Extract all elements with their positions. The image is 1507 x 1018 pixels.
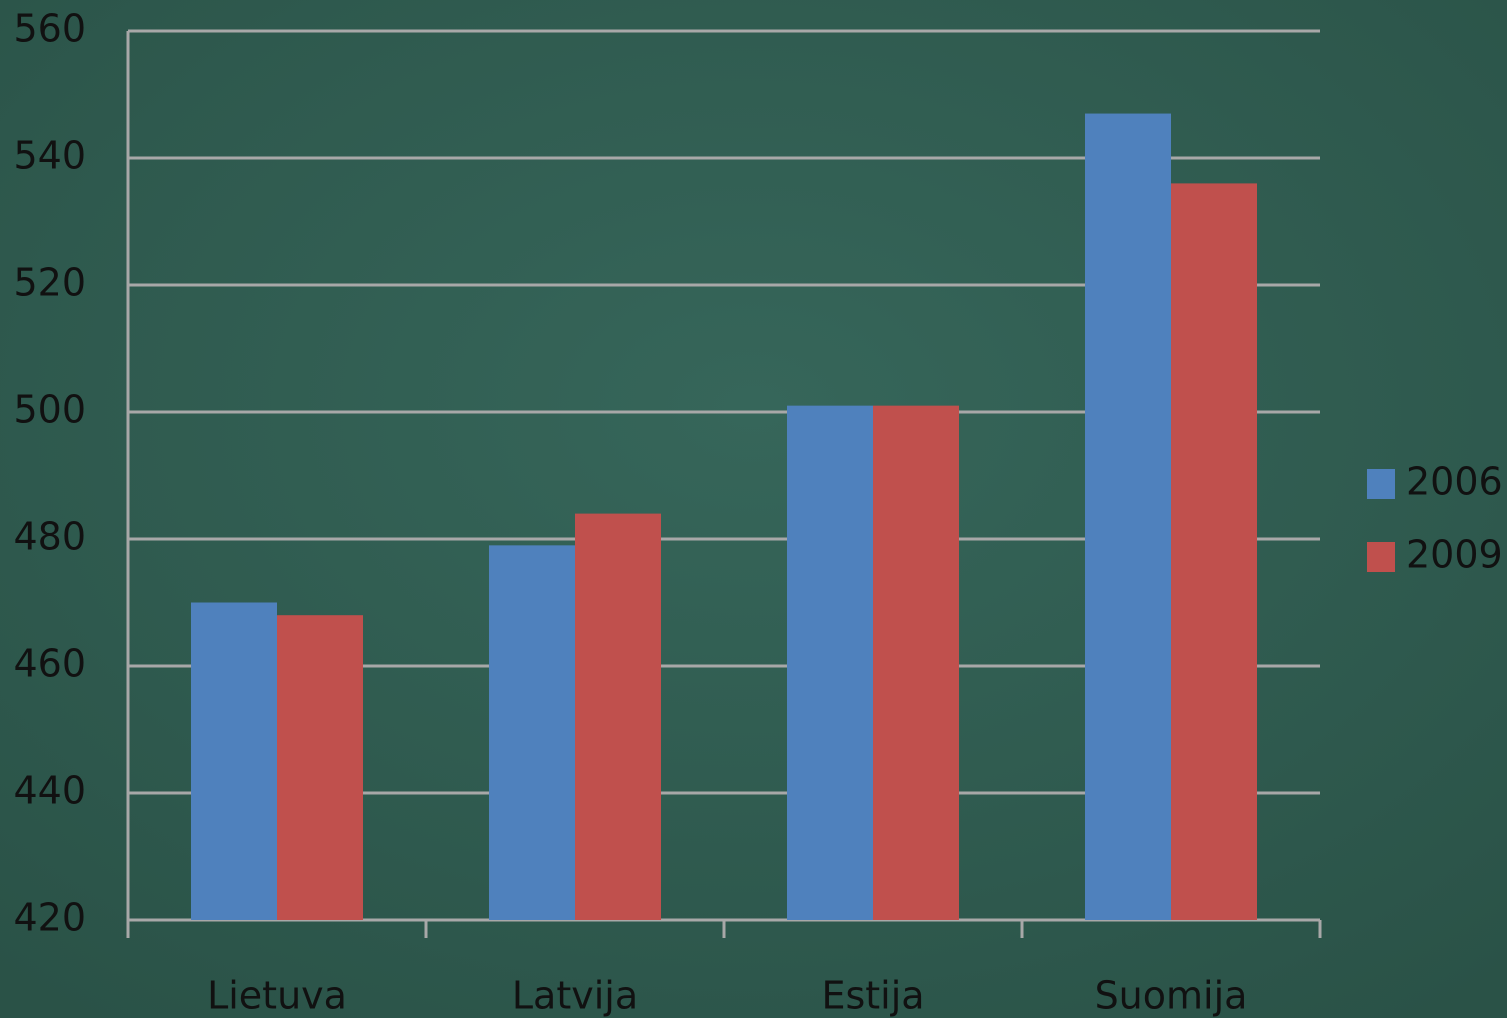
y-tick-label: 500 — [13, 388, 86, 432]
x-tick-label: Estija — [821, 974, 924, 1018]
bar — [277, 615, 363, 920]
x-tick-label: Lietuva — [207, 974, 347, 1018]
bar — [489, 545, 575, 920]
y-tick-label: 460 — [13, 642, 86, 686]
y-tick-label: 420 — [13, 896, 86, 940]
legend-swatch — [1367, 469, 1395, 499]
bar — [191, 602, 277, 920]
x-tick-label: Latvija — [512, 974, 638, 1018]
bar — [873, 405, 959, 920]
legend-swatch — [1367, 542, 1395, 572]
legend-label: 2006 — [1406, 460, 1503, 504]
y-tick-label: 520 — [13, 261, 86, 305]
y-tick-label: 560 — [13, 7, 86, 51]
y-tick-label: 480 — [13, 515, 86, 559]
bar — [575, 513, 661, 920]
bar — [1171, 183, 1257, 920]
bar — [787, 405, 873, 920]
y-tick-label: 440 — [13, 769, 86, 813]
y-tick-label: 540 — [13, 134, 86, 178]
legend-label: 2009 — [1406, 533, 1503, 577]
x-tick-label: Suomija — [1095, 974, 1248, 1018]
bar — [1085, 113, 1171, 921]
